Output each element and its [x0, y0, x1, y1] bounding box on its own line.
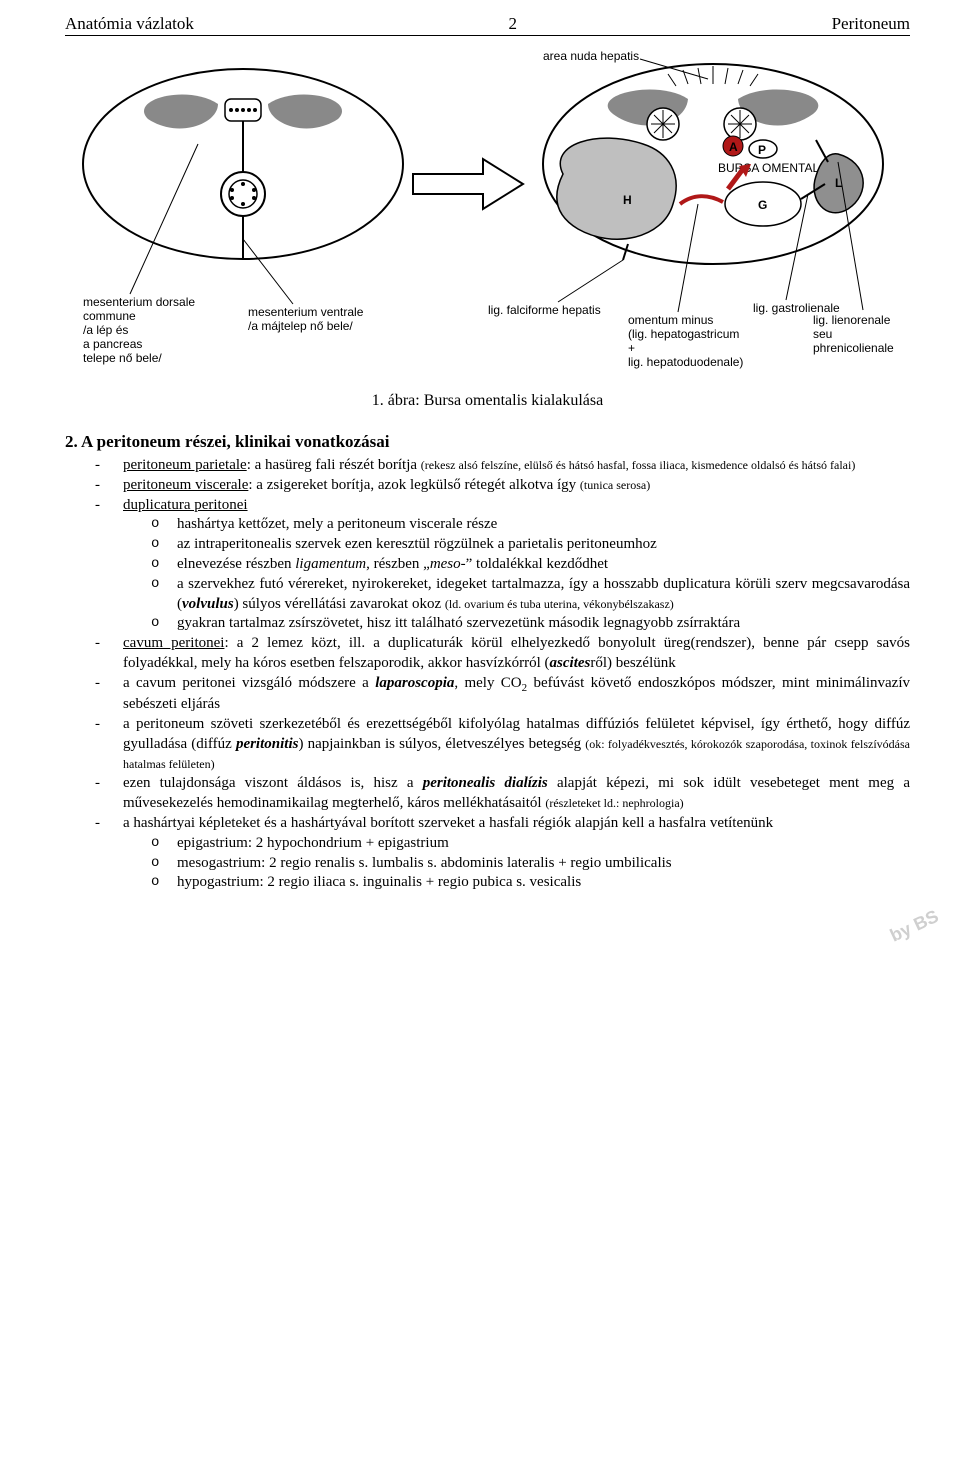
label-mesenterium-ventrale: mesenterium ventrale	[248, 305, 364, 319]
sub-dup-5: gyakran tartalmaz zsírszövetet, hisz itt…	[151, 614, 910, 634]
label-mesenterium-dorsale: mesenterium dorsale	[83, 295, 195, 309]
sub-dup-4: a szervekhez futó vérereket, nyirokereke…	[151, 575, 910, 615]
anatomy-diagram: mesenterium dorsale commune /a lép és a …	[68, 44, 908, 384]
svg-text:a pancreas: a pancreas	[83, 337, 142, 351]
svg-text:A: A	[729, 140, 738, 154]
svg-text:+: +	[628, 341, 635, 355]
bullet-cavum: cavum peritonei: a 2 lemez közt, ill. a …	[95, 634, 910, 674]
svg-text:seu: seu	[813, 327, 832, 341]
bullet-parietale: peritoneum parietale: a hasüreg fali rés…	[95, 456, 910, 476]
svg-text:/a lép és: /a lép és	[83, 323, 128, 337]
sub-dup-2: az intraperitonealis szervek ezen keresz…	[151, 535, 910, 555]
bullet-regions: a hashártyai képleteket és a hashártyáva…	[95, 814, 910, 893]
label-area-nuda: area nuda hepatis	[543, 49, 639, 63]
svg-text:/a májtelep nő bele/: /a májtelep nő bele/	[248, 319, 353, 333]
right-cross-section: A P BURSA OMENTALIS H G L	[543, 59, 883, 312]
svg-text:lig. hepatoduodenale): lig. hepatoduodenale)	[628, 355, 743, 369]
arrow-icon	[413, 159, 523, 209]
header-center: 2	[508, 14, 517, 34]
bullet-dialysis: ezen tulajdonsága viszont áldásos is, hi…	[95, 774, 910, 814]
page-header: Anatómia vázlatok 2 Peritoneum	[65, 14, 910, 36]
svg-text:telepe nő bele/: telepe nő bele/	[83, 351, 162, 365]
svg-text:H: H	[623, 193, 632, 207]
svg-text:P: P	[758, 143, 766, 157]
label-bursa-omentalis: BURSA OMENTALIS	[718, 161, 830, 175]
figure-caption: 1. ábra: Bursa omentalis kialakulása	[65, 392, 910, 410]
header-right: Peritoneum	[832, 14, 910, 34]
section-title: 2. A peritoneum részei, klinikai vonatko…	[65, 432, 910, 452]
svg-text:phrenicolienale: phrenicolienale	[813, 341, 894, 355]
label-omentum-minus: omentum minus	[628, 313, 713, 327]
watermark: by BS	[887, 906, 942, 947]
header-left: Anatómia vázlatok	[65, 14, 194, 34]
svg-text:G: G	[758, 198, 767, 212]
sub-dup-3: elnevezése részben ligamentum, részben „…	[151, 555, 910, 575]
label-lig-falciforme: lig. falciforme hepatis	[488, 303, 601, 317]
svg-text:commune: commune	[83, 309, 136, 323]
bullet-laparoscopia: a cavum peritonei vizsgáló módszere a la…	[95, 674, 910, 715]
bullet-viscerale: peritoneum viscerale: a zsigereket borít…	[95, 476, 910, 496]
bullet-duplicatura: duplicatura peritonei hashártya kettőzet…	[95, 496, 910, 635]
sub-dup-1: hashártya kettőzet, mely a peritoneum vi…	[151, 515, 910, 535]
svg-text:(lig. hepatogastricum: (lig. hepatogastricum	[628, 327, 739, 341]
left-cross-section	[83, 69, 403, 304]
sub-region-hypo: hypogastrium: 2 regio iliaca s. inguinal…	[151, 873, 910, 893]
bullet-peritonitis: a peritoneum szöveti szerkezetéből és er…	[95, 715, 910, 774]
page: Anatómia vázlatok 2 Peritoneum	[0, 0, 960, 933]
sub-region-meso: mesogastrium: 2 regio renalis s. lumbali…	[151, 854, 910, 874]
sub-region-epi: epigastrium: 2 hypochondrium + epigastri…	[151, 834, 910, 854]
label-lig-lienorenale: lig. lienorenale	[813, 313, 891, 327]
main-list: peritoneum parietale: a hasüreg fali rés…	[65, 456, 910, 893]
